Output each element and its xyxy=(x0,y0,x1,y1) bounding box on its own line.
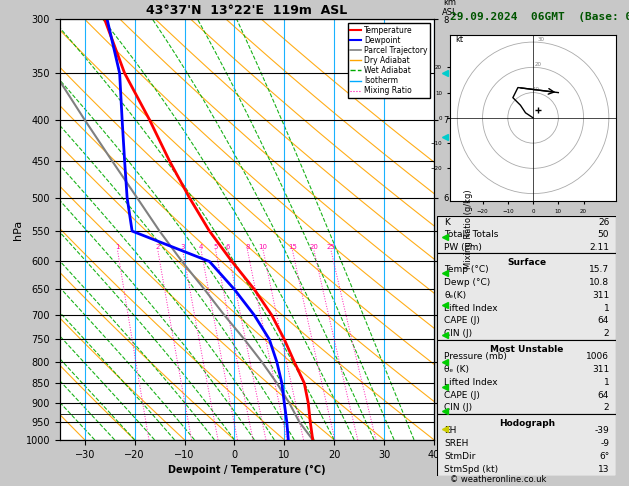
Text: 64: 64 xyxy=(598,316,610,326)
Text: Dewp (°C): Dewp (°C) xyxy=(444,278,491,287)
Text: 13: 13 xyxy=(598,465,610,474)
Text: SREH: SREH xyxy=(444,439,469,448)
Text: © weatheronline.co.uk: © weatheronline.co.uk xyxy=(450,474,546,484)
Text: 1: 1 xyxy=(603,304,610,312)
Text: 1: 1 xyxy=(603,378,610,387)
Text: Totals Totals: Totals Totals xyxy=(444,230,499,239)
Text: StmDir: StmDir xyxy=(444,452,476,461)
Bar xyxy=(437,340,616,415)
Text: 29.09.2024  06GMT  (Base: 00): 29.09.2024 06GMT (Base: 00) xyxy=(450,12,629,22)
Text: 30: 30 xyxy=(537,37,544,42)
Text: CAPE (J): CAPE (J) xyxy=(444,391,480,399)
Text: 20: 20 xyxy=(309,243,318,250)
Text: 6°: 6° xyxy=(599,452,610,461)
Text: CAPE (J): CAPE (J) xyxy=(444,316,480,326)
Bar xyxy=(437,216,616,253)
Text: Mixing Ratio (g/kg): Mixing Ratio (g/kg) xyxy=(464,190,473,269)
Text: CIN (J): CIN (J) xyxy=(444,329,472,338)
Text: 5: 5 xyxy=(213,243,218,250)
Text: 10: 10 xyxy=(259,243,267,250)
Bar xyxy=(437,253,616,340)
Text: 26: 26 xyxy=(598,218,610,227)
Text: LCL: LCL xyxy=(438,410,453,419)
Text: Lifted Index: Lifted Index xyxy=(444,304,498,312)
Text: 2: 2 xyxy=(155,243,160,250)
Text: Hodograph: Hodograph xyxy=(499,419,555,428)
Text: 20: 20 xyxy=(535,62,542,67)
Text: 311: 311 xyxy=(592,365,610,374)
Text: CIN (J): CIN (J) xyxy=(444,403,472,413)
Text: Pressure (mb): Pressure (mb) xyxy=(444,352,507,361)
Text: 2: 2 xyxy=(604,403,610,413)
Text: Surface: Surface xyxy=(507,258,547,267)
Text: -39: -39 xyxy=(594,426,610,435)
Bar xyxy=(437,415,616,476)
Text: 2: 2 xyxy=(604,329,610,338)
Text: 1006: 1006 xyxy=(586,352,610,361)
Text: 43°37'N  13°22'E  119m  ASL: 43°37'N 13°22'E 119m ASL xyxy=(147,4,347,17)
Text: 2.11: 2.11 xyxy=(589,243,610,252)
Text: θₑ (K): θₑ (K) xyxy=(444,365,469,374)
Text: 15.7: 15.7 xyxy=(589,265,610,274)
Text: 10.8: 10.8 xyxy=(589,278,610,287)
Legend: Temperature, Dewpoint, Parcel Trajectory, Dry Adiabat, Wet Adiabat, Isotherm, Mi: Temperature, Dewpoint, Parcel Trajectory… xyxy=(348,23,430,98)
Text: Temp (°C): Temp (°C) xyxy=(444,265,489,274)
Text: 8: 8 xyxy=(245,243,250,250)
Text: 3: 3 xyxy=(181,243,185,250)
X-axis label: Dewpoint / Temperature (°C): Dewpoint / Temperature (°C) xyxy=(168,465,326,475)
Text: -9: -9 xyxy=(600,439,610,448)
Text: θₑ(K): θₑ(K) xyxy=(444,291,467,300)
Y-axis label: hPa: hPa xyxy=(13,220,23,240)
Text: km
ASL: km ASL xyxy=(442,0,457,17)
Text: StmSpd (kt): StmSpd (kt) xyxy=(444,465,498,474)
Text: EH: EH xyxy=(444,426,457,435)
Text: 10: 10 xyxy=(532,87,539,92)
Text: kt: kt xyxy=(455,35,463,44)
Text: 64: 64 xyxy=(598,391,610,399)
Text: Lifted Index: Lifted Index xyxy=(444,378,498,387)
Text: 25: 25 xyxy=(326,243,335,250)
Text: PW (cm): PW (cm) xyxy=(444,243,482,252)
Text: 50: 50 xyxy=(598,230,610,239)
Text: 4: 4 xyxy=(199,243,203,250)
Text: Most Unstable: Most Unstable xyxy=(490,345,564,354)
Text: 1: 1 xyxy=(115,243,120,250)
Text: K: K xyxy=(444,218,450,227)
Text: 311: 311 xyxy=(592,291,610,300)
Text: 6: 6 xyxy=(225,243,230,250)
Text: 15: 15 xyxy=(288,243,297,250)
